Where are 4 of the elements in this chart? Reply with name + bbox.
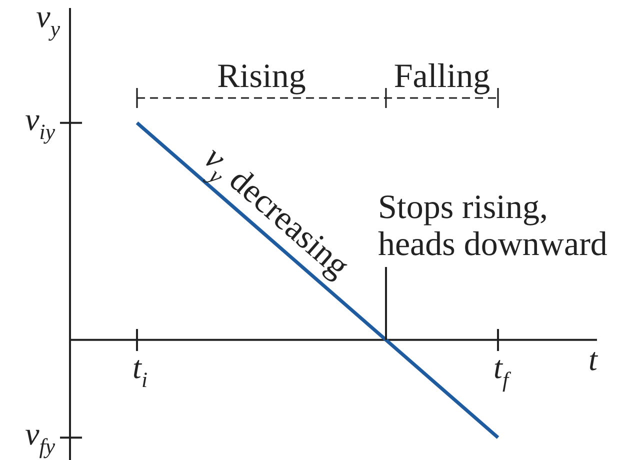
x-axis-title: t [588,340,599,377]
text: Falling [394,58,490,95]
annotation: Stops rising, heads downward [378,188,608,263]
text: Rising [217,58,306,95]
